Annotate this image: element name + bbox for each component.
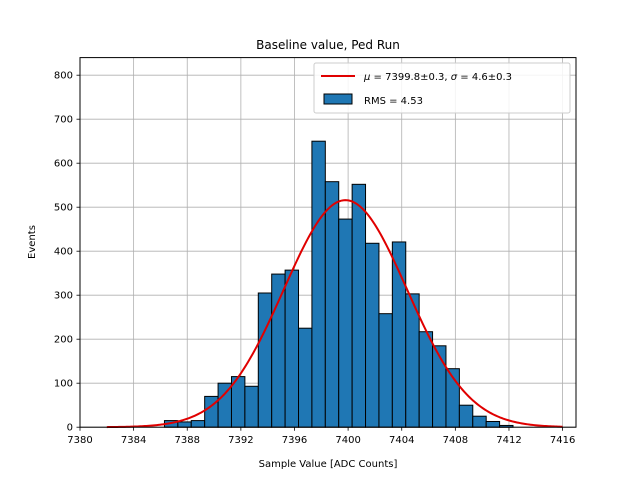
- y-axis-title: Events: [27, 225, 38, 259]
- x-tick-label: 7396: [282, 435, 307, 446]
- histogram-bar: [324, 181, 340, 428]
- histogram-bar: [472, 415, 487, 428]
- x-tick-label: 7416: [550, 435, 575, 446]
- x-tick-label: 7380: [67, 435, 92, 446]
- x-tick-label: 7384: [121, 435, 146, 446]
- histogram-bars: [163, 140, 514, 428]
- y-tick-label: 300: [54, 291, 73, 302]
- histogram-bar: [378, 313, 393, 428]
- legend-histogram-label: RMS = 4.53: [364, 96, 423, 107]
- histogram-bar: [365, 242, 380, 428]
- x-tick-label: 7408: [443, 435, 468, 446]
- fit-curve: [106, 199, 563, 429]
- histogram-bar: [284, 269, 300, 428]
- y-tick-label: 0: [67, 423, 73, 434]
- y-tick-label: 100: [54, 379, 73, 390]
- gaussian-fit: [106, 199, 563, 429]
- histogram-bar: [432, 345, 447, 428]
- histogram-bar: [351, 183, 367, 428]
- histogram-bar: [311, 140, 326, 428]
- histogram-bar: [485, 420, 501, 428]
- x-tick-label: 7404: [389, 435, 414, 446]
- histogram-bar: [298, 327, 313, 428]
- x-tick-label: 7400: [335, 435, 360, 446]
- y-axis-ticks: 0 100 200 300 400 500 600 700 800: [54, 71, 80, 434]
- histogram-bar: [190, 420, 206, 428]
- legend-fit-label: μ = 7399.8±0.3, σ = 4.6±0.3: [363, 72, 512, 83]
- x-axis-title: Sample Value [ADC Counts]: [259, 459, 398, 470]
- legend: μ = 7399.8±0.3, σ = 4.6±0.3 RMS = 4.53: [313, 62, 571, 114]
- histogram-bar: [338, 218, 353, 428]
- y-tick-label: 600: [54, 159, 73, 170]
- x-tick-label: 7412: [496, 435, 521, 446]
- y-tick-label: 700: [54, 115, 73, 126]
- y-tick-label: 800: [54, 71, 73, 82]
- y-tick-label: 500: [54, 203, 73, 214]
- histogram-bar: [458, 404, 474, 428]
- x-tick-label: 7392: [228, 435, 253, 446]
- x-axis-ticks: 7380 7384 7388 7392 7396 7400 7404 7408 7412 7416: [67, 427, 575, 446]
- histogram-bar: [271, 273, 286, 428]
- legend-box: [313, 62, 571, 114]
- plot-area-frame: [79, 57, 577, 428]
- y-tick-label: 400: [54, 247, 73, 258]
- histogram-bar: [177, 421, 192, 428]
- x-tick-label: 7388: [175, 435, 200, 446]
- y-tick-label: 200: [54, 335, 73, 346]
- histogram-bar: [244, 385, 259, 428]
- legend-histogram-swatch: [323, 93, 353, 105]
- histogram-bar: [257, 292, 273, 428]
- chart-title: Baseline value, Ped Run: [256, 38, 400, 52]
- histogram-bar: [418, 331, 434, 428]
